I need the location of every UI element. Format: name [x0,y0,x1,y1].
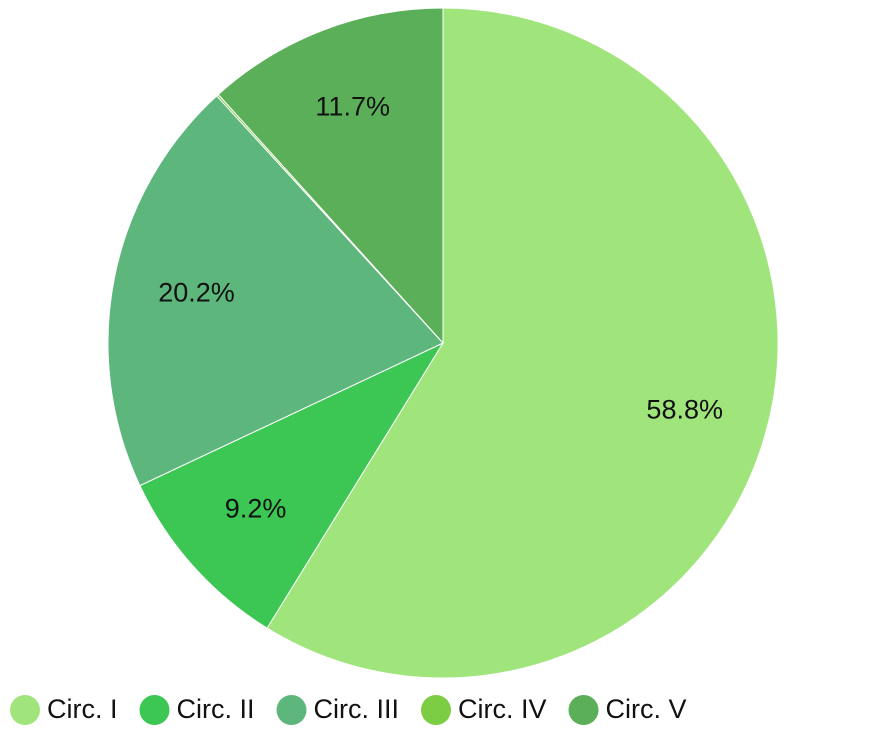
data-label: 20.2% [158,277,235,307]
data-label: 9.2% [225,493,287,523]
legend-label: Circ. IV [458,694,547,724]
data-label: 58.8% [646,395,723,425]
legend-swatch [421,695,451,725]
pie-slice [139,341,445,629]
legend-swatch [276,695,307,725]
legend-swatch [10,695,40,725]
legend-label: Circ. III [314,694,400,724]
data-label: 11.7% [315,92,390,122]
legend-item: Circ. V [568,694,687,725]
legend-swatch [568,695,599,725]
legend-item: Circ. I [10,694,118,725]
legend-item: Circ. IV [421,694,547,725]
pie-slice [217,7,444,345]
legend-item: Circ. II [139,694,255,725]
pie-slice [266,7,779,679]
legend-swatch [139,695,170,725]
legend-item: Circ. III [276,694,400,725]
pie-slice [107,95,444,487]
legend-label: Circ. II [177,694,255,724]
legend-label: Circ. I [47,694,118,724]
legend-label: Circ. V [606,694,687,724]
